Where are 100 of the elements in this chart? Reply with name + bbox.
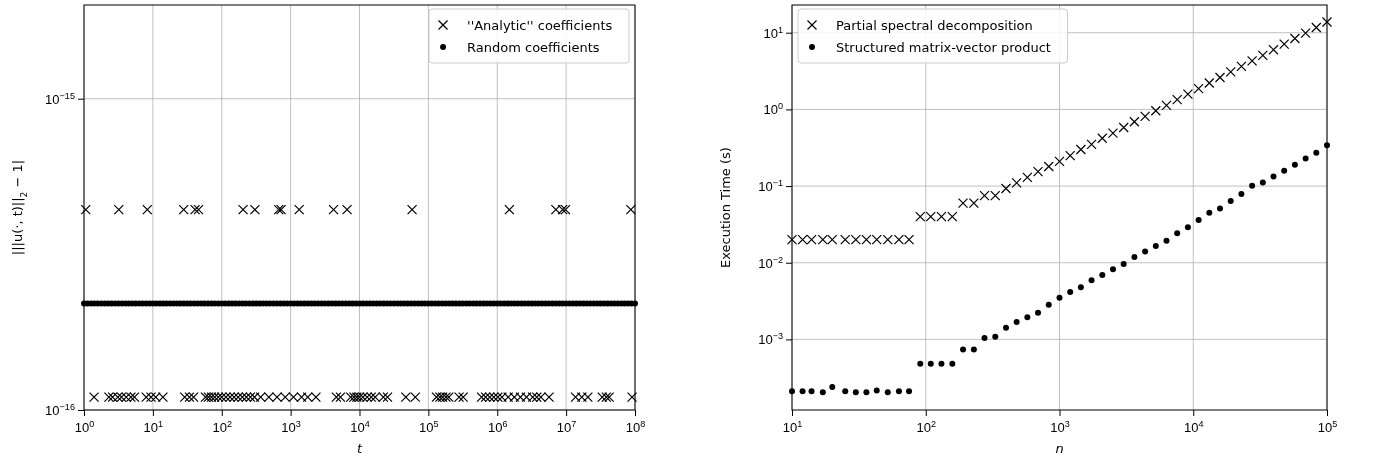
point [1279, 39, 1290, 50]
point [1088, 277, 1095, 284]
point [1302, 155, 1309, 162]
y-tick-label: 10$^{−2}$ [758, 254, 783, 271]
point [917, 360, 924, 367]
point [1120, 261, 1127, 268]
x-tick-label: 10$^{5}$ [1317, 419, 1338, 435]
point [1150, 105, 1161, 116]
point [1142, 248, 1149, 255]
point [1206, 209, 1213, 216]
point [1268, 44, 1279, 55]
y-tick-label: 10$^{−1}$ [758, 178, 783, 195]
point [1161, 100, 1172, 111]
point [1086, 139, 1097, 150]
x-tick-label: 10$^{8}$ [625, 419, 646, 435]
x-axis-title: n [1055, 441, 1064, 456]
point [906, 388, 913, 395]
point [1204, 77, 1215, 89]
point [819, 389, 826, 396]
x-tick-label: 10$^{1}$ [143, 419, 164, 435]
y-axis-title: Execution Time (s) [718, 147, 733, 268]
point [808, 388, 815, 395]
point [1214, 72, 1226, 83]
point [1011, 177, 1022, 188]
point [1152, 243, 1159, 250]
x-tick-label: 10$^{2}$ [916, 419, 937, 435]
point [799, 388, 806, 395]
point [1321, 16, 1333, 28]
point [1013, 318, 1020, 325]
point [1002, 324, 1009, 331]
point [1174, 230, 1181, 237]
point [873, 387, 880, 394]
legend-label: ''Analytic'' coefficients [467, 17, 613, 33]
point [1067, 289, 1074, 296]
point [1097, 133, 1108, 144]
point [1300, 27, 1311, 39]
point [1032, 166, 1044, 177]
point [1257, 50, 1268, 61]
point [1109, 266, 1116, 273]
point [1311, 22, 1322, 33]
point [1024, 314, 1031, 321]
point [1193, 83, 1204, 94]
point [1107, 128, 1119, 139]
y-tick-label: 10$^{1}$ [763, 24, 783, 41]
point [1065, 150, 1076, 161]
point [1054, 156, 1065, 167]
point [1172, 94, 1183, 105]
y-tick-label: 10$^{−16}$ [45, 402, 75, 419]
point [981, 335, 988, 342]
y-tick-label: 10$^{0}$ [763, 101, 783, 118]
x-tick-label: 10$^{0}$ [74, 419, 95, 435]
point [1163, 237, 1170, 244]
point [1075, 144, 1086, 155]
point [842, 388, 849, 395]
point [884, 389, 891, 396]
point [1217, 205, 1223, 212]
point [1238, 190, 1245, 197]
legend-label: Structured matrix-vector product [836, 39, 1051, 55]
point [1099, 272, 1106, 279]
x-tick-label: 10$^{4}$ [1183, 419, 1204, 435]
point [1045, 301, 1052, 308]
point [1249, 182, 1256, 189]
point [852, 389, 859, 396]
x-tick-label: 10$^{2}$ [212, 419, 233, 435]
y-tick-label: 10$^{−15}$ [45, 90, 75, 107]
point [895, 388, 902, 395]
point [1043, 161, 1054, 172]
point [1225, 66, 1236, 78]
point [1195, 217, 1202, 224]
point [1022, 172, 1033, 183]
point [1056, 294, 1063, 301]
point [960, 346, 967, 353]
point [1281, 167, 1288, 174]
point [1035, 309, 1042, 316]
point [927, 360, 934, 367]
point [1129, 116, 1140, 127]
x-tick-label: 10$^{6}$ [487, 419, 508, 435]
point [829, 383, 836, 390]
point [1182, 89, 1193, 100]
point [1184, 224, 1191, 231]
point [1140, 111, 1151, 122]
point [938, 360, 945, 367]
x-tick-label: 10$^{1}$ [782, 419, 803, 435]
x-axis-title: t [356, 441, 363, 456]
point [1313, 149, 1320, 156]
x-tick-label: 10$^{5}$ [419, 419, 439, 435]
point [1259, 179, 1266, 186]
point [1291, 161, 1298, 168]
point [1247, 55, 1258, 66]
point [1000, 183, 1012, 194]
point [1077, 284, 1084, 291]
x-tick-label: 10$^{7}$ [556, 419, 577, 435]
point [1131, 253, 1138, 260]
y-tick-label: 10$^{−3}$ [758, 331, 783, 348]
point [1289, 33, 1300, 44]
legend-label: Partial spectral decomposition [836, 17, 1033, 33]
x-tick-label: 10$^{4}$ [350, 419, 370, 435]
point [1236, 61, 1247, 72]
legend-label: Random coefficients [467, 39, 600, 55]
point [1227, 197, 1234, 204]
